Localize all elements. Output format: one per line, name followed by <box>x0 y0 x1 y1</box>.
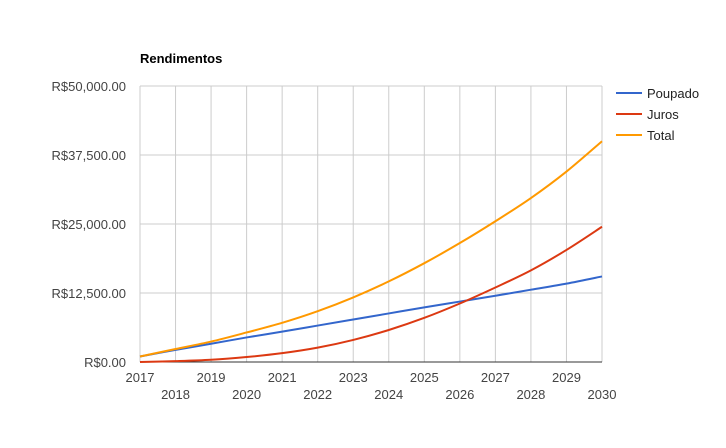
legend: Poupado Juros Total <box>616 86 699 143</box>
x-tick-label: 2029 <box>552 370 581 385</box>
chart-title: Rendimentos <box>140 51 222 66</box>
y-tick-label: R$0.00 <box>84 355 126 370</box>
x-tick-label: 2018 <box>161 387 190 402</box>
y-tick-label: R$25,000.00 <box>52 217 126 232</box>
x-tick-label: 2026 <box>445 387 474 402</box>
x-tick-label: 2019 <box>197 370 226 385</box>
series-line-total <box>139 140 603 358</box>
x-tick-label: 2023 <box>339 370 368 385</box>
y-axis-ticks: R$0.00 R$12,500.00 R$25,000.00 R$37,500.00 R… <box>52 79 126 370</box>
x-tick-label: 2028 <box>516 387 545 402</box>
x-tick-label: 2027 <box>481 370 510 385</box>
x-tick-label: 2021 <box>268 370 297 385</box>
legend-label: Poupado <box>647 86 699 101</box>
series-line-juros <box>139 225 603 363</box>
x-tick-label: 2017 <box>126 370 155 385</box>
x-tick-label: 2024 <box>374 387 403 402</box>
x-axis-ticks: 2017 2019 2021 2023 2025 2027 2029 2018 2020 2022… <box>126 370 617 402</box>
y-tick-label: R$50,000.00 <box>52 79 126 94</box>
legend-label: Total <box>647 128 675 143</box>
grid-lines <box>139 85 603 363</box>
x-tick-label: 2030 <box>588 387 617 402</box>
series-line-poupado <box>139 275 603 358</box>
y-tick-label: R$37,500.00 <box>52 148 126 163</box>
y-tick-label: R$12,500.00 <box>52 286 126 301</box>
legend-label: Juros <box>647 107 679 122</box>
x-tick-label: 2025 <box>410 370 439 385</box>
x-tick-label: 2022 <box>303 387 332 402</box>
series-lines <box>139 140 603 363</box>
x-tick-label: 2020 <box>232 387 261 402</box>
